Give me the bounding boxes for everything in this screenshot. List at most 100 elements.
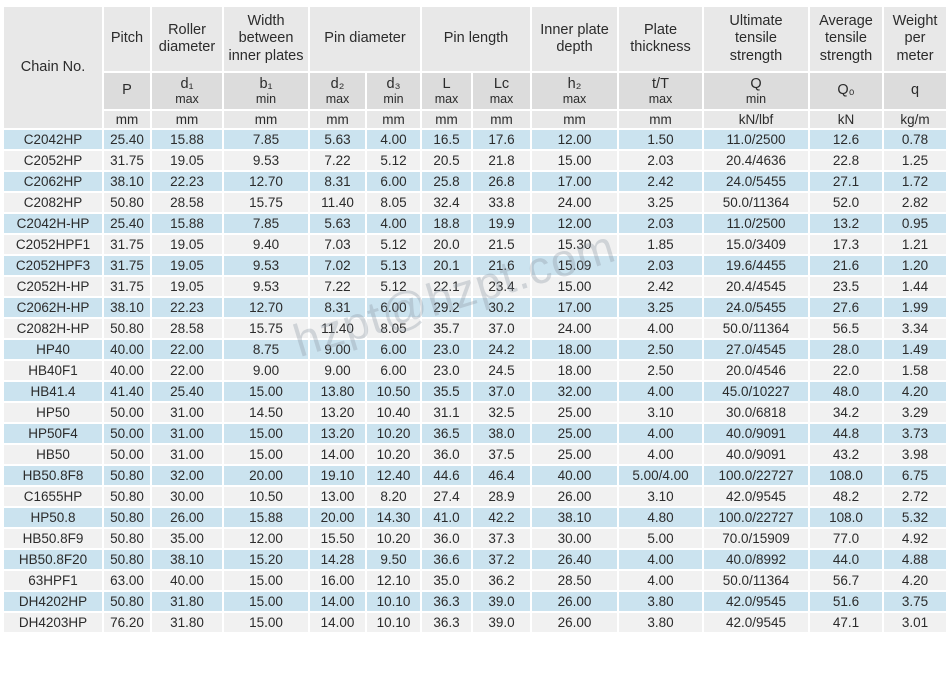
cell-value: 37.0 — [471, 317, 532, 340]
cell-chain-no: C2052HP — [2, 149, 104, 172]
cell-value: 4.88 — [882, 548, 948, 571]
cell-value: 2.50 — [617, 359, 704, 382]
unit-lc: mm — [471, 109, 532, 130]
cell-value: 24.0/5455 — [702, 170, 810, 193]
cell-value: 4.00 — [617, 422, 704, 445]
cell-chain-no: HB50.8F9 — [2, 527, 104, 550]
table-row: C2042HP 25.40 15.88 7.85 5.63 4.00 16.5 17.6 12.… — [2, 128, 948, 151]
cell-value: 39.0 — [471, 611, 532, 634]
cell-value: 100.0/22727 — [702, 506, 810, 529]
cell-value: 12.70 — [222, 296, 310, 319]
cell-value: 31.00 — [150, 443, 224, 466]
cell-value: 10.40 — [365, 401, 422, 424]
cell-chain-no: DH4202HP — [2, 590, 104, 613]
cell-value: 9.50 — [365, 548, 422, 571]
cell-value: 17.6 — [471, 128, 532, 151]
cell-value: 12.6 — [808, 128, 884, 151]
cell-value: 15.00 — [530, 149, 619, 172]
cell-value: 2.82 — [882, 191, 948, 214]
cell-chain-no: HB41.4 — [2, 380, 104, 403]
cell-value: 25.40 — [150, 380, 224, 403]
cell-value: 30.2 — [471, 296, 532, 319]
cell-value: 0.78 — [882, 128, 948, 151]
cell-value: 31.80 — [150, 590, 224, 613]
cell-chain-no: HB40F1 — [2, 359, 104, 382]
cell-value: 9.53 — [222, 275, 310, 298]
cell-value: 1.25 — [882, 149, 948, 172]
cell-value: 3.75 — [882, 590, 948, 613]
cell-value: 14.00 — [308, 590, 367, 613]
cell-value: 100.0/22727 — [702, 464, 810, 487]
cell-value: 15.00 — [222, 443, 310, 466]
cell-value: 15.00 — [222, 422, 310, 445]
cell-value: 15.88 — [222, 506, 310, 529]
cell-value: 35.7 — [420, 317, 473, 340]
cell-value: 24.00 — [530, 191, 619, 214]
cell-value: 22.0 — [808, 359, 884, 382]
cell-value: 30.0/6818 — [702, 401, 810, 424]
chain-spec-table: Chain No. Pitch Roller diameter Width be… — [2, 5, 948, 634]
cell-value: 6.00 — [365, 359, 422, 382]
cell-value: 4.80 — [617, 506, 704, 529]
cell-value: 27.0/4545 — [702, 338, 810, 361]
cell-value: 108.0 — [808, 464, 884, 487]
cell-value: 6.75 — [882, 464, 948, 487]
cell-value: 4.20 — [882, 569, 948, 592]
cell-value: 32.00 — [530, 380, 619, 403]
table-row: C2082HP 50.80 28.58 15.75 11.40 8.05 32.4 33.8 2… — [2, 191, 948, 214]
cell-value: 35.0 — [420, 569, 473, 592]
cell-value: 20.00 — [308, 506, 367, 529]
cell-value: 4.00 — [617, 548, 704, 571]
cell-value: 19.05 — [150, 254, 224, 277]
cell-value: 4.00 — [617, 569, 704, 592]
table-row: HB40F1 40.00 22.00 9.00 9.00 6.00 23.0 24.5 18.0… — [2, 359, 948, 382]
symbol-p: P — [102, 71, 152, 111]
cell-value: 52.0 — [808, 191, 884, 214]
cell-value: 1.72 — [882, 170, 948, 193]
cell-value: 50.80 — [102, 590, 152, 613]
cell-value: 19.05 — [150, 275, 224, 298]
spec-table-body: C2042HP 25.40 15.88 7.85 5.63 4.00 16.5 17.6 12.… — [2, 128, 948, 634]
cell-chain-no: HP50 — [2, 401, 104, 424]
cell-value: 10.20 — [365, 422, 422, 445]
cell-value: 7.03 — [308, 233, 367, 256]
cell-value: 2.42 — [617, 170, 704, 193]
cell-chain-no: DH4203HP — [2, 611, 104, 634]
cell-chain-no: C2062H-HP — [2, 296, 104, 319]
cell-value: 32.4 — [420, 191, 473, 214]
cell-value: 15.75 — [222, 191, 310, 214]
cell-value: 2.72 — [882, 485, 948, 508]
cell-value: 26.00 — [530, 611, 619, 634]
cell-value: 4.00 — [617, 443, 704, 466]
cell-chain-no: HB50.8F8 — [2, 464, 104, 487]
cell-value: 6.00 — [365, 170, 422, 193]
cell-value: 26.00 — [530, 590, 619, 613]
cell-chain-no: HP50F4 — [2, 422, 104, 445]
cell-value: 16.00 — [308, 569, 367, 592]
cell-value: 50.80 — [102, 485, 152, 508]
cell-value: 15.88 — [150, 212, 224, 235]
unit-d2: mm — [308, 109, 367, 130]
cell-value: 38.0 — [471, 422, 532, 445]
cell-value: 3.25 — [617, 191, 704, 214]
unit-q: kg/m — [882, 109, 948, 130]
cell-value: 4.00 — [617, 380, 704, 403]
table-row: HB50.8F20 50.80 38.10 15.20 14.28 9.50 36.6 37.… — [2, 548, 948, 571]
cell-value: 48.0 — [808, 380, 884, 403]
cell-value: 31.1 — [420, 401, 473, 424]
table-row: C1655HP 50.80 30.00 10.50 13.00 8.20 27.4 28.9 2… — [2, 485, 948, 508]
table-row: HP50F4 50.00 31.00 15.00 13.20 10.20 36.5 38.0 2… — [2, 422, 948, 445]
header-plate-thickness: Plate thickness — [617, 5, 704, 73]
cell-value: 32.00 — [150, 464, 224, 487]
cell-value: 22.8 — [808, 149, 884, 172]
cell-value: 2.03 — [617, 254, 704, 277]
cell-value: 13.20 — [308, 422, 367, 445]
cell-value: 11.40 — [308, 317, 367, 340]
cell-chain-no: HP50.8 — [2, 506, 104, 529]
cell-value: 44.8 — [808, 422, 884, 445]
cell-value: 32.5 — [471, 401, 532, 424]
cell-value: 15.00 — [222, 380, 310, 403]
cell-value: 25.00 — [530, 401, 619, 424]
